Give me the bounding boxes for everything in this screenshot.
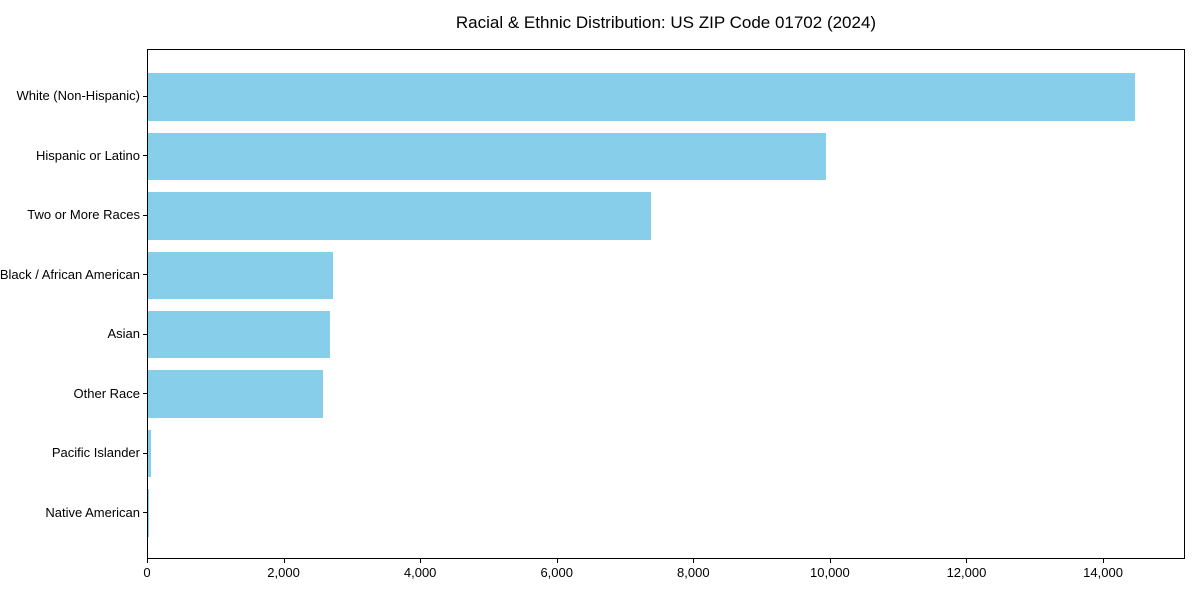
y-axis-label: Native American [45, 504, 140, 520]
x-axis-tick-label: 4,000 [403, 565, 437, 580]
y-tick-mark [143, 214, 147, 216]
y-tick-mark [143, 452, 147, 454]
bar [148, 429, 151, 478]
x-axis-tick-label: 6,000 [540, 565, 573, 580]
y-axis-label: Hispanic or Latino [35, 147, 140, 163]
bar [148, 251, 334, 300]
y-axis-label: Other Race [73, 385, 140, 401]
y-tick-mark [143, 333, 147, 335]
y-tick-mark [143, 512, 147, 514]
bar [148, 132, 827, 181]
y-tick-mark [143, 393, 147, 395]
plot-area [147, 49, 1185, 559]
x-axis-tick-label: 2,000 [267, 565, 300, 580]
bar [148, 73, 1135, 121]
bar [148, 489, 149, 537]
y-axis-label: Two or More Races [27, 207, 140, 223]
x-tick-mark [829, 559, 831, 563]
x-axis-tick-label: 10,000 [810, 565, 850, 580]
x-tick-mark [1103, 559, 1105, 563]
bar [148, 370, 323, 418]
y-axis-label: Pacific Islander [51, 445, 140, 461]
y-tick-mark [143, 95, 147, 97]
x-tick-mark [966, 559, 968, 563]
y-axis-label: Black / African American [0, 266, 140, 282]
y-axis-label: White (Non-Hispanic) [16, 88, 140, 104]
x-tick-mark [556, 559, 558, 563]
y-tick-mark [143, 274, 147, 276]
x-tick-mark [420, 559, 422, 563]
x-tick-mark [147, 559, 148, 563]
y-tick-mark [143, 155, 147, 157]
chart-title: Racial & Ethnic Distribution: US ZIP Cod… [455, 13, 877, 32]
x-tick-mark [693, 559, 695, 563]
bar [148, 192, 652, 240]
x-axis-tick-label: 14,000 [1083, 565, 1123, 580]
x-axis-tick-label: 0 [143, 565, 151, 580]
x-tick-mark [283, 559, 285, 563]
bar [148, 310, 330, 359]
x-axis-tick-label: 12,000 [946, 565, 987, 580]
y-axis-label: Asian [107, 326, 140, 342]
x-axis-tick-label: 8,000 [677, 565, 710, 580]
